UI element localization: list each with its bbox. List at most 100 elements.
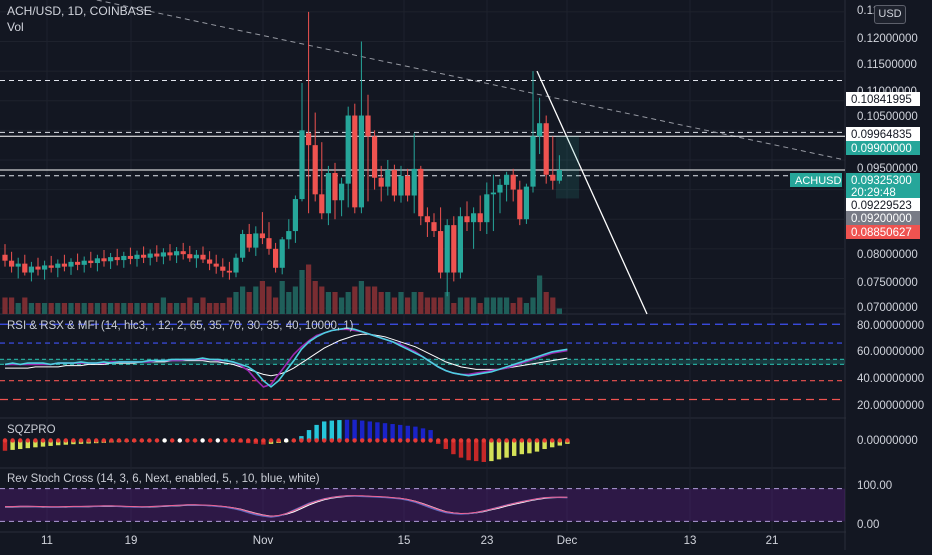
price-tick-label: 0.09500000 (857, 163, 918, 175)
volume-bar (332, 292, 338, 314)
candle-body (484, 194, 490, 223)
squeeze-dot (170, 438, 175, 443)
squeeze-dot (443, 438, 448, 443)
volume-bar (530, 297, 536, 314)
time-tick-label: Nov (253, 535, 274, 547)
squeeze-dot (185, 438, 190, 443)
candle-body (550, 174, 556, 181)
sqz-tick-label: 0.00000000 (857, 435, 918, 447)
squeeze-dot (116, 438, 122, 443)
squeeze-dot (375, 438, 380, 443)
volume-bar (233, 292, 239, 314)
volume-bar (477, 303, 483, 314)
volume-bar (490, 297, 496, 314)
candle-body (537, 123, 543, 137)
candle-body (240, 234, 246, 258)
squeeze-dot (56, 438, 61, 443)
squeeze-bar (329, 420, 334, 441)
volume-bar (9, 297, 15, 314)
volume-bar (358, 281, 364, 314)
volume-bar (279, 281, 285, 314)
squeeze-dot (78, 438, 84, 443)
candle-body (134, 254, 140, 259)
volume-bar (108, 303, 114, 314)
candle-body (365, 115, 371, 137)
trend-overlays (0, 0, 846, 315)
squeeze-bar (496, 440, 502, 460)
volume-bar (405, 297, 411, 314)
candle-body (438, 231, 444, 273)
squeeze-dot (230, 438, 236, 443)
candle-body (391, 170, 397, 196)
squeeze-dot (352, 438, 357, 443)
squeeze-dot (246, 438, 251, 443)
price-label-box (846, 127, 920, 141)
squeeze-dot (474, 438, 479, 443)
price-axis[interactable]: 0.120.120000000.115000000.110000000.1050… (790, 0, 932, 550)
squeeze-bar (443, 440, 448, 450)
squeeze-bar (382, 423, 388, 441)
axis-background (846, 0, 932, 550)
candle-body (504, 174, 510, 185)
squeeze-bar (557, 440, 562, 446)
sqzpro-indicator-title[interactable]: SQZPRO (7, 424, 56, 436)
resistance-trendline (94, 0, 846, 161)
candle-body (75, 261, 81, 265)
squeeze-bar (512, 440, 517, 456)
time-tick-label: 19 (125, 535, 138, 547)
squeeze-bar (458, 440, 464, 458)
stoch-indicator-title[interactable]: Rev Stoch Cross (14, 3, 6, Next, enabled… (7, 473, 320, 485)
candle-body (345, 115, 351, 184)
volume-bar (517, 297, 523, 314)
candle-body (22, 263, 28, 273)
squeeze-dot (132, 438, 137, 443)
volume-bar (286, 292, 292, 314)
candle-body (510, 174, 516, 190)
squeeze-bar (428, 430, 433, 441)
candle-body (292, 199, 298, 232)
volume-bar (147, 303, 153, 314)
candle-body (378, 177, 384, 187)
squeeze-bar (489, 440, 494, 462)
squeeze-dot (314, 438, 319, 443)
volume-bar (372, 286, 378, 314)
volume-bar (88, 303, 94, 314)
candle-body (233, 257, 239, 273)
volume-bar (319, 286, 325, 314)
squeeze-bar (322, 421, 327, 441)
squeeze-dot (481, 438, 486, 443)
volume-bar (226, 297, 232, 314)
candle-body (213, 263, 219, 267)
squeeze-pane (2, 419, 570, 462)
volume-bar (61, 303, 67, 314)
squeeze-bar (451, 440, 456, 455)
squeeze-dot (276, 438, 281, 443)
price-tick-label: 0.10500000 (857, 111, 918, 123)
squeeze-bar (306, 430, 312, 441)
time-axis[interactable]: 11 19 Nov 15 23 Dec 13 21 (41, 535, 778, 547)
price-label-box (846, 92, 920, 106)
rsi-pane (0, 323, 845, 401)
squeeze-dot (306, 438, 312, 443)
candle-body (114, 257, 120, 261)
squeeze-bar (550, 440, 555, 448)
candle-body (411, 168, 417, 196)
volume-bar (94, 303, 100, 314)
squeeze-bar (18, 440, 23, 450)
volume-bar (292, 286, 298, 314)
candle-body (94, 258, 100, 264)
squeeze-dot (48, 438, 53, 443)
candle-body (35, 266, 41, 270)
volume-bar (306, 264, 312, 314)
volume-bar (312, 281, 318, 314)
volume-bar (253, 286, 259, 314)
currency-button[interactable]: USD (874, 5, 906, 24)
squeeze-dot (94, 438, 99, 443)
candle-body (193, 254, 199, 259)
candle-body (246, 234, 252, 248)
volume-bar (556, 308, 562, 314)
rsi-indicator-title[interactable]: RSI & RSX & MFI (14, hlc3, , 12, 2, 65, … (7, 320, 354, 332)
squeeze-dot (405, 438, 410, 443)
